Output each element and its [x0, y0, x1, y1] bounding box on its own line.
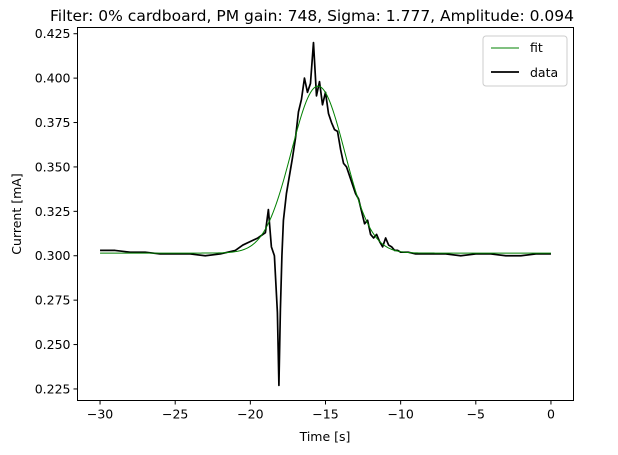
fit-series-line	[100, 85, 551, 254]
y-tick-label: 0.225	[35, 381, 71, 396]
y-axis-label: Current [mA]	[9, 173, 24, 254]
y-tick-label: 0.375	[35, 115, 71, 130]
chart-title: Filter: 0% cardboard, PM gain: 748, Sigm…	[50, 7, 574, 25]
x-tick-label: −20	[237, 407, 263, 422]
x-tick-label: 0	[547, 407, 555, 422]
data-series-line	[100, 41, 551, 387]
x-tick-label: −10	[387, 407, 413, 422]
x-tick-label: −5	[467, 407, 485, 422]
legend-data-label: data	[530, 65, 558, 80]
x-tick-label: −15	[312, 407, 338, 422]
y-tick-label: 0.275	[35, 293, 71, 308]
y-tick-label: 0.425	[35, 26, 71, 41]
legend-fit-label: fit	[530, 40, 543, 55]
plot-area	[100, 41, 551, 387]
y-tick-label: 0.350	[35, 159, 71, 174]
y-tick-label: 0.300	[35, 248, 71, 263]
y-tick-label: 0.400	[35, 71, 71, 86]
x-axis-ticks: −30 −25 −20 −15 −10 −5 0	[87, 400, 555, 422]
legend: fit data	[482, 35, 568, 87]
x-tick-label: −30	[87, 407, 113, 422]
x-tick-label: −25	[162, 407, 188, 422]
x-axis-label: Time [s]	[299, 429, 351, 444]
y-axis-ticks: 0.225 0.250 0.275 0.300 0.325 0.350 0.375 0.400…	[35, 26, 78, 396]
y-tick-label: 0.325	[35, 204, 71, 219]
y-tick-label: 0.250	[35, 337, 71, 352]
